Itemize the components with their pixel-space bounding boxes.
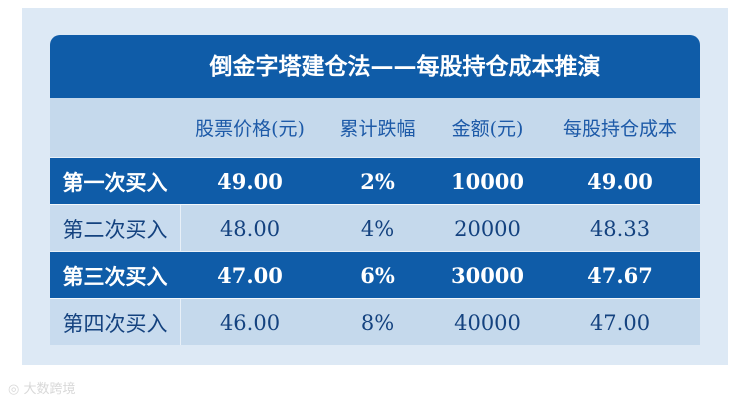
table-cell: 47.00 <box>589 310 651 335</box>
table: 倒金字塔建仓法——每股持仓成本推演 股票价格(元) 累计跌幅 金额(元) 每股持仓成本… <box>50 35 700 345</box>
watermark: ◎ 大数跨境 <box>8 382 76 397</box>
table-cell: 40000 <box>454 310 521 335</box>
table-cell: 股票价格(元) <box>195 118 305 140</box>
header-row: 股票价格(元) 累计跌幅 金额(元) 每股持仓成本 <box>50 98 700 157</box>
table-cell: 46.00 <box>219 310 281 335</box>
table-row: 第一次买入 49.00 2% 10000 49.00 <box>50 157 700 205</box>
table-cell: 6% <box>360 263 395 288</box>
table-row: 第三次买入 47.00 6% 30000 47.67 <box>50 251 700 299</box>
table-cell: 第三次买入 <box>62 263 168 289</box>
table-cell: 2% <box>360 169 395 194</box>
table-cell: 47.00 <box>217 263 283 288</box>
table-cell: 第四次买入 <box>50 299 181 345</box>
table-cell: 30000 <box>450 263 525 288</box>
table-cell: 第二次买入 <box>50 205 181 252</box>
table-cell: 每股持仓成本 <box>562 118 677 140</box>
table-cell: 累计跌幅 <box>339 118 416 140</box>
table-cell: 10000 <box>450 169 525 194</box>
table-cell: 第一次买入 <box>62 169 168 195</box>
table-cell: 8% <box>360 310 395 335</box>
table-row: 第二次买入 48.00 4% 20000 48.33 <box>50 204 700 252</box>
table-title: 倒金字塔建仓法——每股持仓成本推演 <box>50 35 700 98</box>
table-cell: 20000 <box>454 216 521 241</box>
table-cell: 金额(元) <box>451 118 524 140</box>
table-cell: 48.00 <box>219 216 281 241</box>
watermark-text: 大数跨境 <box>23 382 76 397</box>
table-cell: 48.33 <box>589 216 651 241</box>
table-cell: 47.67 <box>587 263 653 288</box>
table-row: 第四次买入 46.00 8% 40000 47.00 <box>50 298 700 345</box>
table-cell: 49.00 <box>217 169 283 194</box>
table-cell: 4% <box>360 216 395 241</box>
table-cell: 49.00 <box>587 169 653 194</box>
